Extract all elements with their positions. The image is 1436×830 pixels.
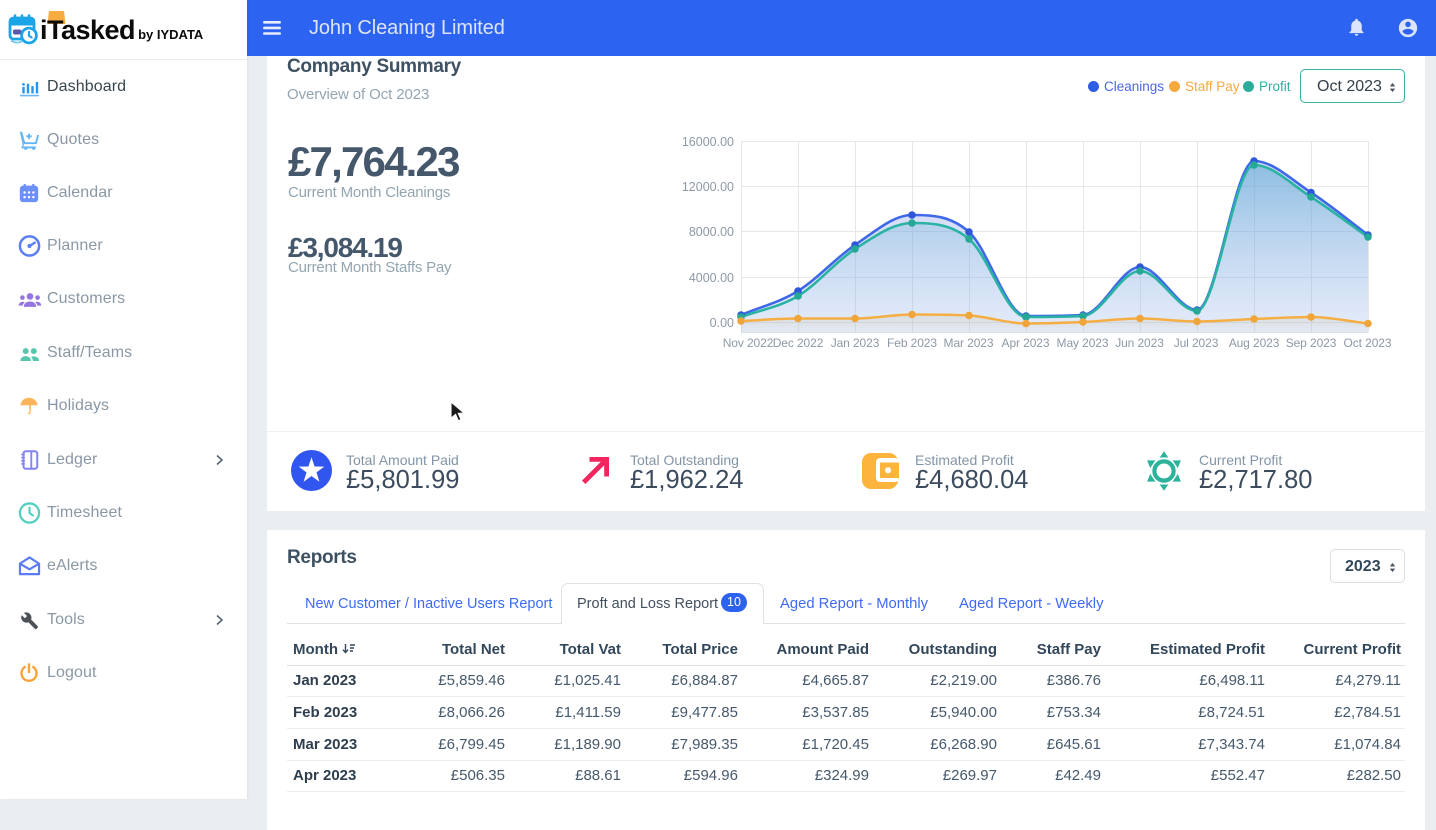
svg-text:Jul 2023: Jul 2023 — [1174, 336, 1219, 350]
svg-text:Jun 2023: Jun 2023 — [1115, 336, 1164, 350]
svg-text:Dec 2022: Dec 2022 — [773, 336, 824, 350]
svg-text:Oct 2023: Oct 2023 — [1344, 336, 1392, 350]
svg-text:May 2023: May 2023 — [1057, 336, 1109, 350]
svg-text:16000.00: 16000.00 — [682, 135, 734, 149]
svg-text:0.00: 0.00 — [710, 316, 734, 330]
svg-text:12000.00: 12000.00 — [682, 180, 734, 194]
svg-text:Sep 2023: Sep 2023 — [1286, 336, 1337, 350]
svg-text:8000.00: 8000.00 — [689, 225, 734, 239]
svg-text:Mar 2023: Mar 2023 — [944, 336, 994, 350]
svg-text:Jan 2023: Jan 2023 — [831, 336, 880, 350]
svg-text:Feb 2023: Feb 2023 — [887, 336, 937, 350]
svg-text:Nov 2022: Nov 2022 — [723, 336, 774, 350]
svg-text:Aug 2023: Aug 2023 — [1229, 336, 1280, 350]
svg-text:Apr 2023: Apr 2023 — [1002, 336, 1050, 350]
svg-text:4000.00: 4000.00 — [689, 271, 734, 285]
